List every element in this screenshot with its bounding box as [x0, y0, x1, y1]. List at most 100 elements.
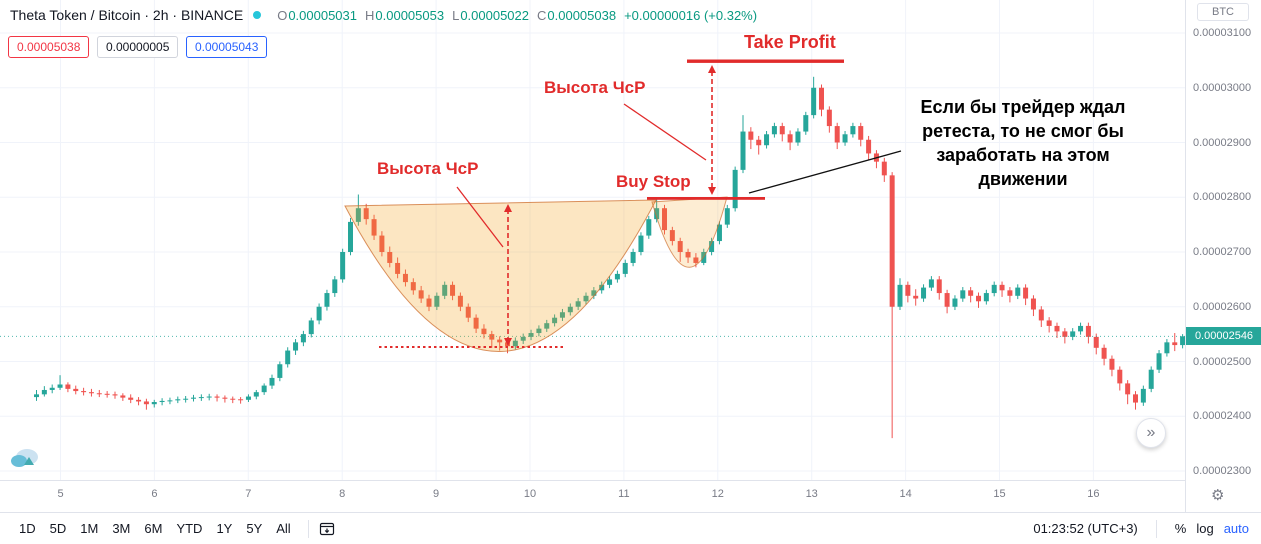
scroll-right-button[interactable]: »	[1136, 418, 1166, 448]
price-axis-label: 0.00003100	[1193, 27, 1252, 39]
date-range-buttons: 1D 5D 1M 3M 6M YTD 1Y 5Y All	[12, 518, 298, 539]
range-button-all[interactable]: All	[276, 521, 291, 536]
ohlc-open-value: 0.00005031	[288, 7, 357, 23]
candle	[159, 400, 165, 403]
candle	[936, 279, 942, 294]
candle	[206, 396, 212, 398]
candle	[57, 384, 63, 388]
candle	[442, 284, 448, 296]
candle	[559, 312, 565, 318]
candle	[308, 320, 314, 335]
candle	[1030, 298, 1036, 310]
candle	[921, 287, 927, 299]
clock[interactable]: 01:23:52 (UTC+3)	[1033, 521, 1138, 536]
candle	[575, 301, 581, 307]
candle	[960, 290, 966, 299]
candle	[285, 350, 291, 365]
candle	[764, 134, 770, 146]
candle	[277, 364, 283, 378]
candle	[748, 131, 754, 140]
candle	[269, 377, 275, 386]
time-axis-label: 16	[1087, 488, 1100, 500]
candle	[402, 273, 408, 283]
time-axis-label: 6	[151, 488, 158, 500]
candle	[591, 290, 597, 296]
candle	[112, 394, 118, 396]
candle	[465, 306, 471, 318]
chart-legend: Theta Token / Bitcoin · 2h · BINANCE O 0.…	[0, 0, 757, 30]
candle	[65, 384, 71, 389]
candle	[983, 293, 989, 302]
price-chip-spread[interactable]: 0.00000005	[97, 36, 179, 58]
price-axis-label: 0.00002400	[1193, 410, 1252, 423]
time-axis-label: 5	[57, 488, 64, 500]
range-button-5y[interactable]: 5Y	[246, 521, 263, 536]
range-button-1y[interactable]: 1Y	[216, 521, 233, 536]
time-axis[interactable]: 5 6 7 8 9 10 11 12 13 14 15 16	[0, 480, 1185, 513]
bottom-toolbar: 1D 5D 1M 3M 6M YTD 1Y 5Y All 01:23:52 (UTC+3) % …	[0, 512, 1261, 544]
toolbar-divider	[307, 519, 309, 538]
price-chip-order[interactable]: 0.00005043	[186, 36, 268, 58]
price-axis[interactable]: BTC 0.00003100 0.00003000 0.00002900 0.0000…	[1185, 0, 1261, 512]
candle	[787, 134, 793, 143]
range-button-1m[interactable]: 1M	[80, 521, 99, 536]
candle	[214, 396, 220, 398]
candle	[795, 131, 801, 143]
candle	[151, 402, 157, 405]
candle	[1093, 336, 1099, 348]
candle	[1062, 331, 1068, 337]
candle	[1117, 369, 1123, 384]
candle	[332, 279, 338, 294]
candle	[677, 241, 683, 252]
candle	[607, 279, 613, 285]
price-axis-label: 0.00002900	[1193, 136, 1252, 149]
candle	[1164, 342, 1170, 354]
ohlc-high-label: H	[365, 7, 375, 23]
range-button-3m[interactable]: 3M	[112, 521, 131, 536]
price-axis-label: 0.00002500	[1193, 355, 1252, 368]
time-axis-label: 8	[339, 488, 346, 500]
candle	[567, 306, 573, 313]
candle	[646, 219, 652, 236]
price-axis-label: 0.00002700	[1193, 246, 1252, 258]
candle	[669, 230, 675, 242]
range-button-1d[interactable]: 1D	[19, 521, 36, 536]
candle	[1180, 336, 1185, 346]
log-scale-button[interactable]: log	[1196, 521, 1214, 536]
ohlc-high-value: 0.00005053	[375, 7, 445, 23]
price-unit-toggle[interactable]: BTC	[1197, 3, 1249, 21]
candle	[73, 388, 79, 392]
candle	[128, 397, 134, 400]
candle	[489, 334, 495, 340]
candle	[379, 235, 385, 252]
candle	[34, 394, 39, 398]
percent-scale-button[interactable]: %	[1174, 521, 1187, 536]
time-axis-label: 15	[993, 488, 1006, 500]
candle	[819, 87, 824, 110]
range-button-5d[interactable]: 5D	[49, 521, 67, 536]
candle	[1038, 309, 1044, 321]
candle	[1101, 347, 1107, 359]
price-axis-label: 0.00002800	[1193, 191, 1252, 204]
candle	[803, 115, 809, 132]
candle	[175, 399, 181, 401]
gear-icon[interactable]: ⚙	[1211, 487, 1225, 504]
retest-note-line: ретеста, то не смог бы	[922, 121, 1124, 141]
candle	[905, 284, 911, 296]
cup-height-label-1: Высота ЧсР	[377, 159, 479, 178]
candle	[300, 334, 306, 343]
candle	[355, 208, 361, 222]
auto-scale-button[interactable]: auto	[1223, 521, 1249, 536]
price-axis-label: 0.00003000	[1193, 81, 1252, 94]
candle	[497, 339, 503, 343]
candle	[1125, 383, 1131, 395]
price-chip-alert[interactable]: 0.00005038	[8, 36, 90, 58]
candle	[198, 397, 204, 399]
symbol-title[interactable]: Theta Token / Bitcoin · 2h · BINANCE	[10, 7, 244, 23]
go-to-date-icon[interactable]	[319, 521, 335, 537]
range-button-ytd[interactable]: YTD	[176, 521, 203, 536]
chart-canvas[interactable]	[0, 0, 1185, 480]
range-button-6m[interactable]: 6M	[144, 521, 163, 536]
ohlc-close-label: C	[537, 7, 547, 23]
candle	[873, 153, 879, 162]
